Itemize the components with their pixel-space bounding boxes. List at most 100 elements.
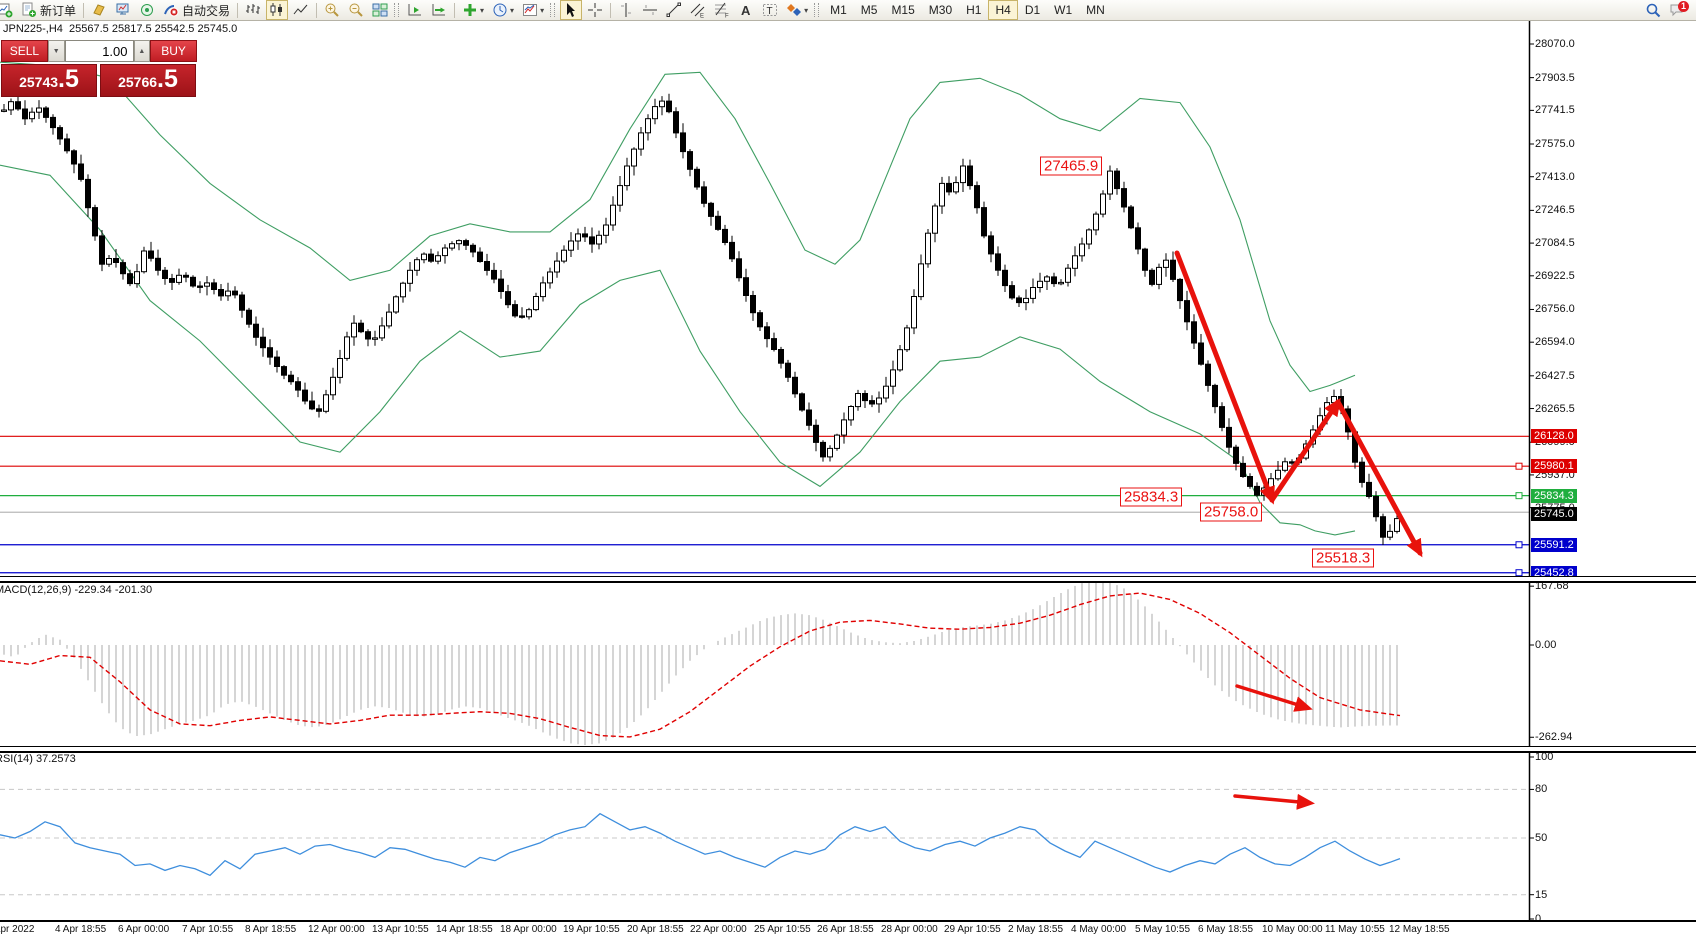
time-axis-label: 25 Apr 10:55 — [754, 924, 811, 935]
tf-mn-button[interactable]: MN — [1086, 3, 1105, 17]
crosshair-button[interactable] — [584, 0, 606, 20]
price-tick: 27903.5 — [1535, 71, 1575, 84]
rsi-axis-tick: 0 — [1535, 913, 1542, 925]
sell-price[interactable]: 25743.5 — [1, 64, 97, 97]
zoom-out-button[interactable] — [345, 0, 367, 20]
market-watch-button[interactable] — [112, 0, 134, 20]
time-axis-label: 12 Apr 00:00 — [308, 924, 365, 935]
time-axis-label: 4 May 00:00 — [1071, 924, 1127, 935]
volume-input[interactable] — [64, 40, 134, 62]
price-tick: 28070.0 — [1535, 38, 1575, 50]
price-tick: 27413.0 — [1535, 170, 1575, 183]
trend-arrows[interactable] — [1174, 250, 1423, 810]
shapes-button[interactable]: ▾ — [783, 0, 811, 20]
auto-trading-button[interactable]: 自动交易 — [160, 0, 233, 20]
price-tick: 27575.0 — [1535, 138, 1575, 150]
volume-increase-button[interactable]: ▲ — [133, 40, 151, 62]
metaeditor-button[interactable] — [88, 0, 110, 20]
tf-w1-button[interactable]: W1 — [1054, 3, 1073, 17]
zoom-in-button[interactable] — [321, 0, 343, 20]
time-axis-label: 10 May 00:00 — [1262, 924, 1323, 935]
text-button[interactable]: A — [735, 0, 757, 20]
macd-axis-tick: -262.94 — [1535, 731, 1573, 744]
bars-chart-button[interactable] — [242, 0, 264, 20]
rsi-axis-tick: 80 — [1535, 783, 1548, 796]
fibonacci-button[interactable]: F — [711, 0, 733, 20]
trade-prices-row: 25743.5 25766.5 — [1, 64, 197, 97]
tf-m5-button[interactable]: M5 — [860, 3, 878, 17]
notification-badge: 1 — [1677, 0, 1689, 12]
line-chart-button[interactable] — [290, 0, 312, 20]
price-badge: 25980.1 — [1531, 459, 1577, 474]
price-annotation[interactable]: 25834.3 — [1120, 487, 1183, 507]
search-button[interactable] — [1642, 0, 1664, 20]
buy-price[interactable]: 25766.5 — [100, 64, 196, 97]
time-axis-label: 2 May 18:55 — [1008, 924, 1064, 935]
toolbar-separator — [83, 2, 85, 18]
time-axis-line — [0, 920, 1696, 922]
time-axis-label: 12 May 18:55 — [1389, 924, 1450, 935]
auto-scroll-button[interactable] — [428, 0, 450, 20]
price-annotation[interactable]: 25758.0 — [1200, 502, 1263, 522]
time-axis-label: 20 Apr 18:55 — [627, 924, 684, 935]
svg-text:T: T — [767, 6, 773, 17]
price-annotation[interactable]: 27465.9 — [1040, 156, 1103, 176]
price-tick: 27084.5 — [1535, 237, 1575, 250]
indicators-button[interactable]: ▾ — [459, 0, 487, 20]
volume-decrease-button[interactable]: ▼ — [47, 40, 65, 62]
notifications-button[interactable]: 1 — [1666, 0, 1692, 20]
macd-axis-tick: 0.00 — [1535, 639, 1557, 651]
candlesticks — [1, 93, 1400, 545]
buy-button[interactable]: BUY — [150, 40, 197, 62]
time-axis-label: 5 May 10:55 — [1135, 924, 1191, 935]
time-axis-label: 13 Apr 10:55 — [372, 924, 429, 935]
tf-d1-button[interactable]: D1 — [1024, 3, 1041, 17]
one-click-trading-panel: SELL ▼ ▲ BUY 25743.5 25766.5 — [1, 40, 197, 97]
time-axis-label: 29 Apr 10:55 — [944, 924, 1001, 935]
upper-band — [0, 61, 1356, 393]
sell-button[interactable]: SELL — [1, 40, 48, 62]
time-axis-label: 22 Apr 00:00 — [690, 924, 747, 935]
price-tick: 26427.5 — [1535, 369, 1575, 382]
toolbar-grip — [394, 3, 400, 17]
vertical-line-button[interactable] — [615, 0, 637, 20]
tf-h4-button[interactable]: H4 — [988, 0, 1018, 20]
trendline-button[interactable] — [663, 0, 685, 20]
rsi-axis-tick: 100 — [1535, 751, 1554, 763]
price-tick: 26922.5 — [1535, 269, 1575, 282]
toolbar-grip — [550, 3, 556, 17]
macd-label: MACD(12,26,9) -229.34 -201.30 — [0, 584, 153, 596]
tf-h1-button[interactable]: H1 — [966, 3, 982, 17]
horizontal-line-button[interactable] — [639, 0, 661, 20]
time-axis-label: 19 Apr 10:55 — [563, 924, 620, 935]
tile-windows-button[interactable] — [369, 0, 391, 20]
text-label-button[interactable]: T — [759, 0, 781, 20]
channel-button[interactable]: E — [687, 0, 709, 20]
candle-chart-button[interactable] — [266, 0, 289, 20]
price-tick: 26756.0 — [1535, 303, 1575, 316]
price-annotation[interactable]: 25518.3 — [1312, 548, 1375, 568]
toolbar-separator — [454, 2, 456, 18]
svg-text:E: E — [700, 14, 704, 19]
cursor-button[interactable] — [560, 0, 583, 20]
tf-m30-button[interactable]: M30 — [928, 3, 953, 17]
new-order-button[interactable]: 新订单 — [18, 0, 79, 20]
broadcast-button[interactable] — [136, 0, 158, 20]
periods-button[interactable]: ▾ — [489, 0, 517, 20]
tf-m1-button[interactable]: M1 — [830, 3, 847, 17]
toolbar-separator — [237, 2, 239, 18]
lower-band — [0, 164, 1356, 536]
templates-button[interactable]: ▾ — [519, 0, 547, 20]
toolbar-separator — [316, 2, 318, 18]
new-chart-button[interactable] — [0, 0, 16, 20]
toolbar-right-icons: 1 — [1641, 0, 1693, 20]
chart-shift-button[interactable] — [404, 0, 426, 20]
tf-m15-button[interactable]: M15 — [891, 3, 915, 17]
time-axis-label: 8 Apr 18:55 — [245, 924, 297, 935]
macd-rsi-separator[interactable] — [0, 746, 1696, 753]
price-macd-separator[interactable] — [0, 576, 1696, 583]
price-tick: 27741.5 — [1535, 104, 1575, 117]
time-axis-label: 26 Apr 18:55 — [817, 924, 874, 935]
price-badge: 25834.3 — [1531, 488, 1577, 503]
time-axis-label: 6 May 18:55 — [1198, 924, 1254, 935]
